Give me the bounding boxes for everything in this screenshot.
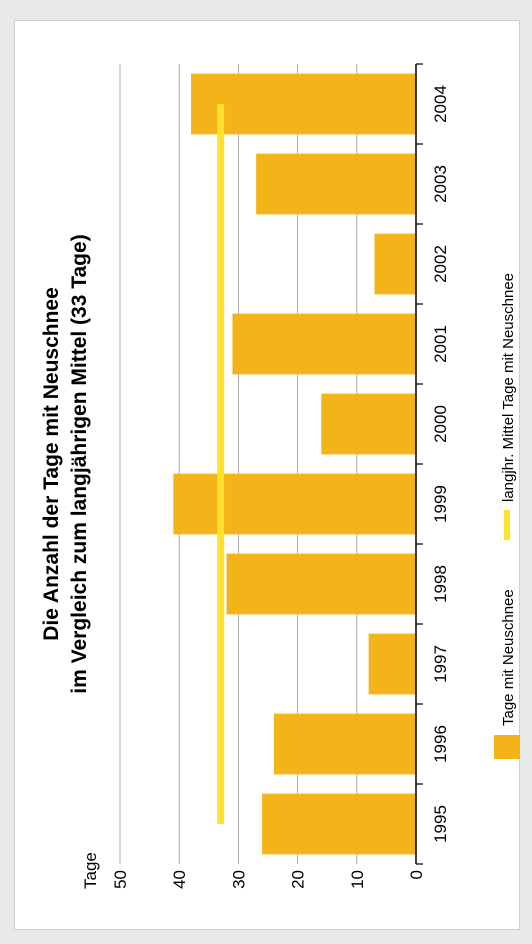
- x-tick-label: 1999: [431, 485, 450, 523]
- chart-title-line-1: Die Anzahl der Tage mit Neuschnee: [40, 287, 63, 641]
- bar: [273, 713, 417, 775]
- x-tick-label: 1997: [431, 645, 450, 683]
- bar: [262, 793, 416, 855]
- legend: Tage mit Neuschnee langjhr. Mittel Tage …: [494, 273, 520, 759]
- bar: [374, 233, 416, 295]
- y-tick-label: 0: [407, 870, 426, 879]
- chart-title-line-2: im Vergleich zum langjährigen Mittel (33…: [68, 234, 91, 693]
- bar: [321, 393, 416, 455]
- bars: [173, 73, 417, 855]
- y-tick-label: 20: [289, 870, 308, 889]
- y-tick-label: 30: [229, 870, 248, 889]
- y-axis-label: Tage: [81, 852, 100, 889]
- y-ticks: 0 10 20 30 40 50: [111, 870, 426, 889]
- x-ticks: 1995 1996 1997 1998 1999 2000 2001 2002 2003 2004: [416, 63, 450, 865]
- x-tick-label: 2004: [431, 85, 450, 123]
- x-tick-label: 1998: [431, 565, 450, 603]
- y-tick-label: 50: [111, 870, 130, 889]
- legend-label-bars: Tage mit Neuschnee: [500, 589, 517, 726]
- x-tick-label: 1995: [431, 805, 450, 843]
- bar: [256, 153, 416, 215]
- bar: [191, 73, 416, 135]
- legend-swatch-bars: [494, 735, 520, 759]
- x-tick-label: 2002: [431, 245, 450, 283]
- bar: [173, 473, 416, 535]
- y-tick-label: 40: [170, 870, 189, 889]
- x-tick-label: 1996: [431, 725, 450, 763]
- bar: [368, 633, 417, 695]
- bar: [226, 553, 416, 615]
- legend-label-mean: langjhr. Mittel Tage mit Neuschnee: [500, 273, 517, 502]
- x-tick-label: 2003: [431, 165, 450, 203]
- bar: [232, 313, 416, 375]
- x-tick-label: 2001: [431, 325, 450, 363]
- y-tick-label: 10: [348, 870, 367, 889]
- x-tick-label: 2000: [431, 405, 450, 443]
